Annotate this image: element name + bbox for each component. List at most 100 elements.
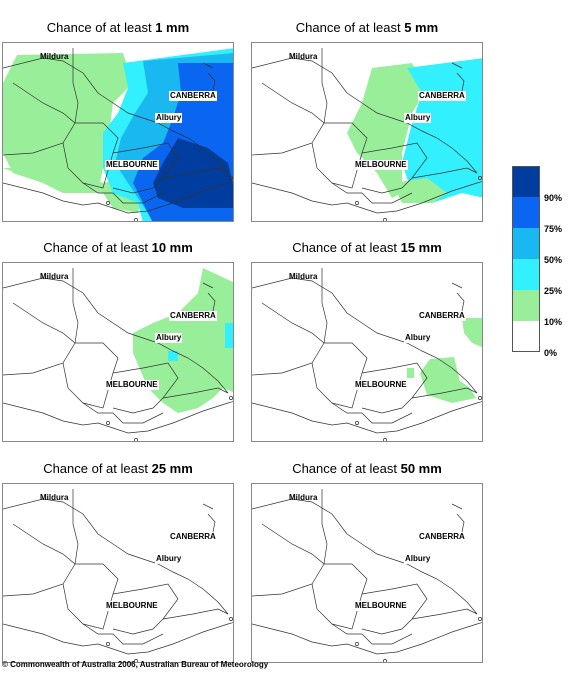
place-label-canberra: CANBERRA <box>418 311 466 321</box>
place-label-melbourne: MELBOURNE <box>105 160 159 170</box>
district-boundary <box>112 362 179 414</box>
district-boundary <box>3 498 229 615</box>
district-boundary <box>82 402 164 424</box>
legend-label: 50% <box>544 255 563 265</box>
place-label-melbourne: MELBOURNE <box>354 160 408 170</box>
district-boundary <box>3 57 229 174</box>
coast-feature <box>106 201 110 205</box>
map-graphic <box>252 268 482 441</box>
district-boundary <box>75 342 119 374</box>
district-boundary <box>411 608 478 620</box>
coast-feature <box>134 659 138 662</box>
district-boundary <box>3 181 233 214</box>
rainfall-probability-area <box>407 368 414 378</box>
district-boundary <box>456 72 465 92</box>
district-boundary <box>451 62 463 69</box>
district-boundary <box>75 122 119 154</box>
panel-title: Chance of at least 5 mm <box>295 20 439 35</box>
legend-swatch <box>512 321 540 352</box>
panel-50mm: Chance of at least 50 mm Mildura CANBERRA… <box>251 461 483 673</box>
district-boundary <box>72 48 79 124</box>
place-label-mildura: Mildura <box>40 493 69 502</box>
place-label-melbourne: MELBOURNE <box>105 601 159 611</box>
coast-feature <box>383 438 387 441</box>
legend-swatch <box>512 166 540 197</box>
district-boundary <box>411 167 478 179</box>
district-boundary <box>207 72 216 92</box>
rainfall-map: Mildura CANBERRA Albury MELBOURNE <box>251 42 483 222</box>
district-boundary <box>456 292 465 312</box>
coast-feature <box>478 396 482 400</box>
coast-feature <box>106 421 110 425</box>
legend-swatch <box>512 290 540 321</box>
rainfall-probability-area <box>462 318 482 348</box>
panel-10mm: Chance of at least 10 mm Mildura CANBERRA… <box>2 240 234 452</box>
panel-title: Chance of at least 10 mm <box>43 240 193 255</box>
coast-feature <box>229 176 233 180</box>
coast-feature <box>134 438 138 441</box>
district-boundary <box>3 622 233 655</box>
district-boundary <box>331 182 413 204</box>
district-boundary <box>456 513 465 533</box>
place-label-canberra: CANBERRA <box>418 91 466 101</box>
district-boundary <box>331 623 413 645</box>
district-boundary <box>252 277 478 394</box>
coast-feature <box>106 642 110 646</box>
legend-swatch <box>512 259 540 290</box>
place-label-melbourne: MELBOURNE <box>354 601 408 611</box>
district-boundary <box>321 48 328 124</box>
map-graphic <box>252 489 482 662</box>
district-boundary <box>411 387 478 399</box>
district-boundary <box>361 362 428 414</box>
district-boundary <box>252 302 325 376</box>
place-label-melbourne: MELBOURNE <box>354 380 408 390</box>
district-boundary <box>112 583 179 635</box>
coast-feature <box>478 176 482 180</box>
map-graphic <box>3 48 233 221</box>
district-boundary <box>252 57 478 174</box>
district-boundary <box>3 277 229 394</box>
place-label-canberra: CANBERRA <box>169 532 217 542</box>
place-label-mildura: Mildura <box>40 272 69 281</box>
rainfall-probability-area <box>168 351 178 361</box>
legend-swatch <box>512 228 540 259</box>
map-graphic <box>3 489 233 662</box>
district-boundary <box>162 167 229 179</box>
rainfall-probability-area <box>225 323 233 348</box>
rainfall-probability-area <box>133 268 233 413</box>
copyright-credit: © Commonwealth of Australia 2006, Austra… <box>2 660 269 669</box>
coast-feature <box>383 218 387 221</box>
place-label-mildura: Mildura <box>40 52 69 61</box>
district-boundary <box>324 122 368 154</box>
district-boundary <box>451 282 463 289</box>
panel-title: Chance of at least 1 mm <box>46 20 190 35</box>
district-boundary <box>162 387 229 399</box>
district-boundary <box>112 142 179 194</box>
rainfall-map: Mildura CANBERRA Albury MELBOURNE <box>251 262 483 442</box>
panel-25mm: Chance of at least 25 mm Mildura CANBERRA… <box>2 461 234 673</box>
coast-feature <box>355 421 359 425</box>
district-boundary <box>207 292 216 312</box>
legend-label: 90% <box>544 193 563 203</box>
district-boundary <box>252 181 482 214</box>
place-label-albury: Albury <box>155 113 183 123</box>
rainfall-map: Mildura CANBERRA Albury MELBOURNE <box>251 483 483 663</box>
coast-feature <box>478 617 482 621</box>
district-boundary <box>361 142 428 194</box>
place-label-albury: Albury <box>404 333 432 343</box>
panel-title: Chance of at least 25 mm <box>43 461 193 476</box>
district-boundary <box>82 182 164 204</box>
map-graphic <box>3 268 233 441</box>
district-boundary <box>324 563 368 595</box>
panel-15mm: Chance of at least 15 mm Mildura CANBERRA… <box>251 240 483 452</box>
district-boundary <box>331 402 413 424</box>
coast-feature <box>134 218 138 221</box>
rainfall-map: Mildura CANBERRA Albury MELBOURNE <box>2 42 234 222</box>
district-boundary <box>3 523 76 597</box>
district-boundary <box>252 401 482 434</box>
panel-5mm: Chance of at least 5 mm Mildura CANBERRA A… <box>251 20 483 232</box>
district-boundary <box>162 608 229 620</box>
district-boundary <box>361 583 428 635</box>
place-label-mildura: Mildura <box>289 272 318 281</box>
coast-feature <box>383 659 387 662</box>
